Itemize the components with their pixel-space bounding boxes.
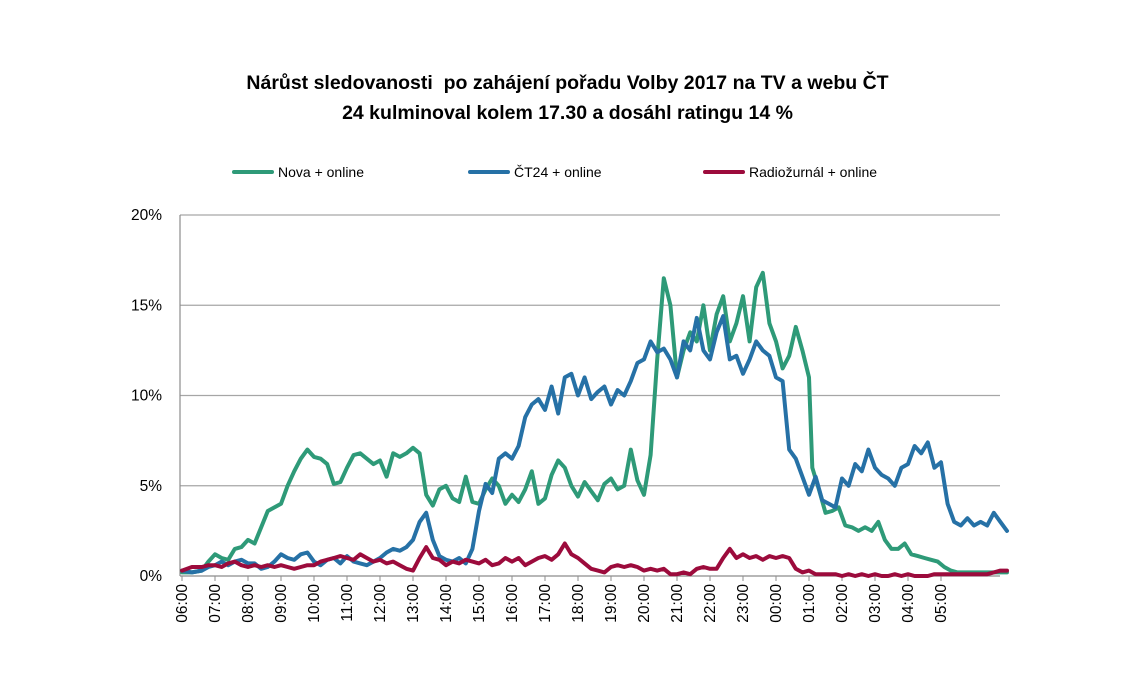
chart-title: Nárůst sledovanosti po zahájení pořadu V…: [0, 68, 1135, 128]
x-tick-label: 17:00: [537, 584, 554, 623]
grid-lines: [180, 214, 1000, 487]
chart-title-line1: Nárůst sledovanosti po zahájení pořadu V…: [246, 72, 889, 94]
x-tick-label: 09:00: [273, 584, 290, 623]
y-tick-label: 15%: [131, 297, 162, 314]
x-tick-label: 20:00: [636, 584, 653, 623]
legend-label-2: Radiožurnál + online: [749, 164, 877, 180]
x-tick-label: 14:00: [438, 584, 455, 623]
x-tick-label: 04:00: [900, 584, 917, 623]
x-tick-label: 10:00: [306, 584, 323, 623]
series-line-2: [180, 541, 1009, 578]
x-tick-label: 00:00: [768, 584, 785, 623]
x-tick-label: 01:00: [801, 584, 818, 623]
x-tick-label: 03:00: [867, 584, 884, 623]
y-tick-label: 5%: [140, 478, 163, 495]
legend-label-0: Nova + online: [278, 164, 364, 180]
x-axis-ticks: 06:00 07:00 08:00 09:00 10:00 11:00 12:00 13:00…: [174, 576, 950, 623]
x-tick-label: 18:00: [570, 584, 587, 623]
y-axis-ticks: 0% 5% 10% 15% 20%: [131, 207, 162, 585]
x-tick-label: 16:00: [504, 584, 521, 623]
legend: Nova + online ČT24 + online Radiožurnál + …: [232, 164, 877, 180]
y-tick-label: 0%: [140, 568, 163, 585]
x-tick-label: 06:00: [174, 584, 191, 623]
series-lines: [180, 270, 1009, 578]
x-tick-label: 15:00: [471, 584, 488, 623]
legend-label-1: ČT24 + online: [514, 164, 602, 180]
x-tick-label: 21:00: [669, 584, 686, 623]
x-tick-label: 02:00: [834, 584, 851, 623]
x-tick-label: 08:00: [240, 584, 257, 623]
x-tick-label: 22:00: [702, 584, 719, 623]
x-tick-label: 05:00: [933, 584, 950, 623]
y-tick-label: 20%: [131, 207, 162, 224]
y-tick-label: 10%: [131, 388, 162, 405]
series-line-0: [180, 270, 1009, 575]
x-tick-label: 13:00: [405, 584, 422, 623]
x-tick-label: 07:00: [207, 584, 224, 623]
x-tick-label: 19:00: [603, 584, 620, 623]
x-tick-label: 12:00: [372, 584, 389, 623]
chart-title-line2: 24 kulminoval kolem 17.30 a dosáhl ratin…: [342, 102, 793, 124]
x-tick-label: 23:00: [735, 584, 752, 623]
x-tick-label: 11:00: [339, 584, 356, 622]
